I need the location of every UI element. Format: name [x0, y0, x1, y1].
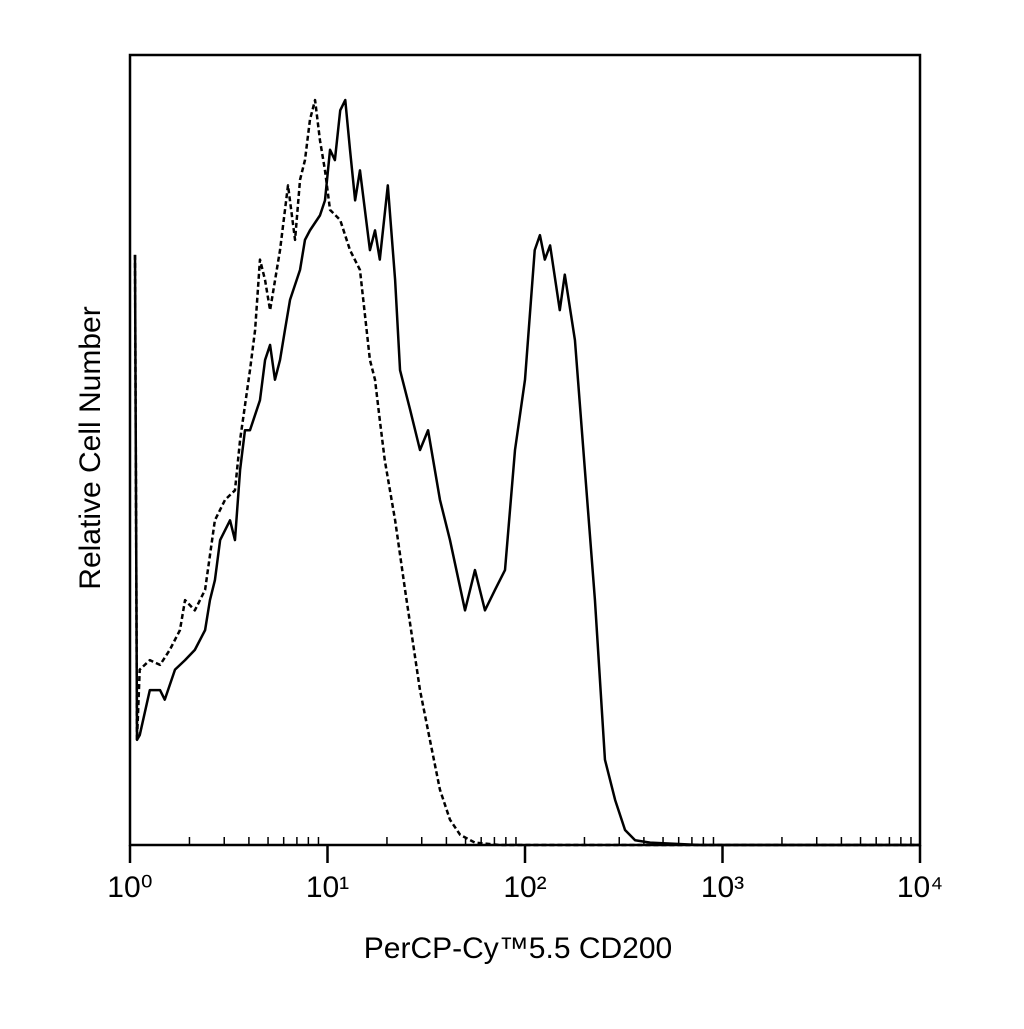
- x-tick-label: 10¹: [306, 871, 349, 904]
- x-axis-label: PerCP-Cy™5.5 CD200: [364, 932, 672, 965]
- y-axis-label: Relative Cell Number: [74, 306, 107, 589]
- x-tick-label: 10⁰: [107, 871, 152, 904]
- histogram-line: [133, 98, 920, 847]
- x-tick-label: 10²: [503, 871, 546, 904]
- x-tick-label: 10³: [701, 871, 744, 904]
- histogram-line: [133, 98, 920, 847]
- x-tick-label: 10⁴: [897, 871, 943, 904]
